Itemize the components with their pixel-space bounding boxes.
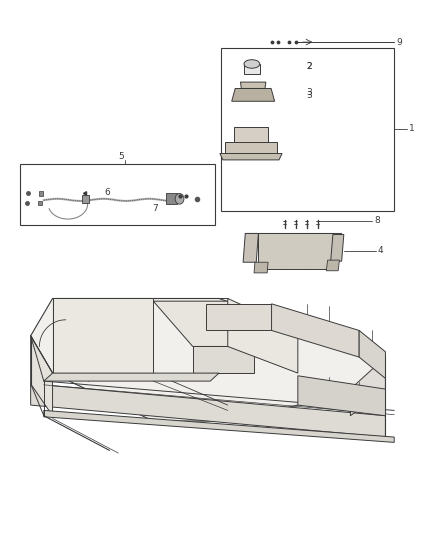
Polygon shape [31, 384, 385, 437]
Polygon shape [240, 82, 266, 88]
Polygon shape [350, 357, 385, 416]
Polygon shape [258, 233, 333, 269]
Polygon shape [228, 298, 298, 373]
Text: 1: 1 [409, 125, 415, 133]
Polygon shape [39, 191, 43, 196]
Polygon shape [298, 376, 385, 416]
Polygon shape [326, 260, 339, 271]
Polygon shape [254, 262, 268, 273]
Text: 9: 9 [396, 38, 402, 47]
Text: 5: 5 [118, 152, 124, 161]
Polygon shape [31, 298, 385, 421]
Polygon shape [225, 142, 277, 154]
Polygon shape [220, 154, 282, 160]
Polygon shape [359, 330, 385, 378]
Polygon shape [53, 298, 153, 373]
Polygon shape [193, 346, 254, 373]
Polygon shape [244, 64, 260, 74]
Text: 2: 2 [307, 62, 312, 70]
Polygon shape [245, 233, 342, 241]
Text: 6: 6 [104, 189, 110, 197]
Polygon shape [206, 304, 272, 330]
Polygon shape [44, 373, 219, 381]
Text: 4: 4 [378, 246, 383, 255]
Text: 3: 3 [307, 88, 312, 97]
Polygon shape [82, 195, 89, 203]
Polygon shape [234, 127, 268, 142]
Polygon shape [331, 235, 344, 261]
Text: 8: 8 [374, 216, 380, 225]
Polygon shape [166, 193, 177, 204]
Polygon shape [272, 304, 359, 357]
Circle shape [175, 193, 184, 204]
Polygon shape [44, 410, 394, 442]
Text: 7: 7 [152, 205, 159, 213]
Polygon shape [153, 301, 254, 346]
Bar [20, 164, 215, 225]
Polygon shape [31, 336, 53, 416]
Ellipse shape [244, 60, 260, 68]
Bar [221, 48, 394, 211]
Polygon shape [232, 88, 275, 101]
Text: 3: 3 [307, 92, 312, 100]
Text: 2: 2 [307, 62, 312, 70]
Polygon shape [243, 233, 258, 262]
Polygon shape [38, 201, 42, 205]
